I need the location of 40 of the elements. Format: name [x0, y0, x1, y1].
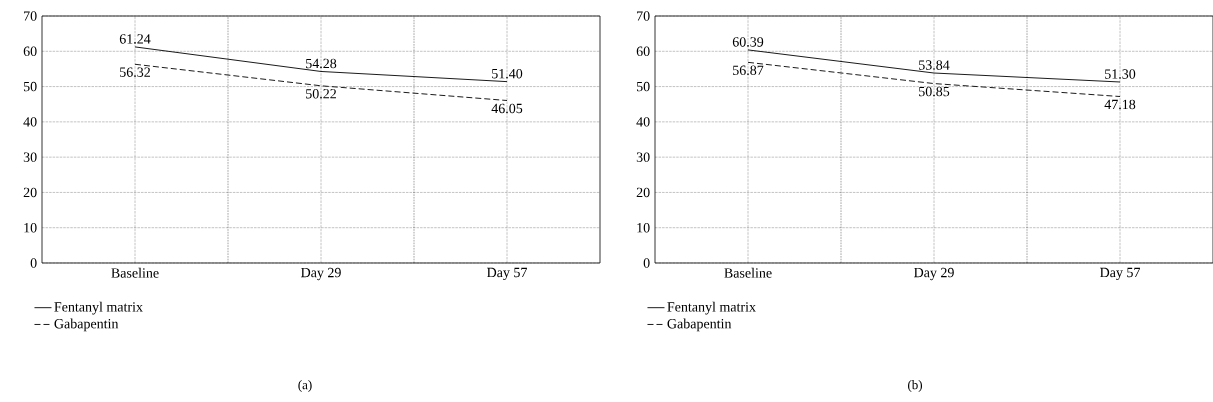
y-tick-label: 70 — [637, 11, 650, 21]
data-label: 53.84 — [919, 60, 950, 70]
x-tick-label: Baseline — [724, 267, 772, 278]
y-tick-label: 50 — [23, 81, 37, 92]
y-tick-label: 30 — [636, 152, 650, 162]
legend-label: Fentanyl matrix — [667, 301, 756, 315]
text: (b) — [908, 380, 923, 392]
y-tick-label: 70 — [24, 11, 37, 21]
data-label: 56.32 — [120, 67, 150, 77]
data-label: 50.85 — [919, 86, 950, 97]
legend-label: Fentanyl matrix — [54, 301, 143, 315]
data-label: 46.05 — [491, 103, 523, 114]
x-tick-label: Day 29 — [301, 267, 341, 281]
legend-label: Gabapentin — [54, 318, 119, 332]
y-tick-label: 20 — [23, 187, 37, 198]
y-tick-label: 50 — [636, 81, 650, 92]
data-label: 54.28 — [306, 58, 337, 69]
y-tick-label: 20 — [636, 187, 650, 198]
legend-label: Gabapentin — [667, 318, 732, 332]
x-tick-label: Day 57 — [1100, 267, 1141, 281]
data-label: 51.40 — [492, 68, 523, 79]
x-tick-label: Day 57 — [487, 267, 527, 281]
data-label: 47.18 — [1104, 99, 1136, 110]
data-label: 50.22 — [306, 88, 336, 99]
y-tick-label: 0 — [30, 258, 37, 268]
y-tick-label: 10 — [637, 222, 650, 233]
data-label: 60.39 — [732, 37, 764, 47]
y-tick-label: 60 — [23, 46, 37, 57]
x-tick-label: Day 29 — [914, 267, 954, 281]
y-tick-label: 60 — [636, 46, 650, 57]
y-tick-label: 10 — [24, 222, 37, 233]
y-tick-label: 40 — [636, 117, 650, 127]
y-tick-label: 30 — [23, 152, 37, 162]
text: (a) — [298, 380, 312, 392]
data-label: 56.87 — [733, 65, 764, 76]
y-tick-label: 0 — [643, 258, 650, 268]
x-tick-label: Baseline — [111, 267, 159, 278]
y-tick-label: 40 — [23, 117, 37, 127]
data-label: 51.30 — [1105, 69, 1136, 79]
data-label: 61.24 — [119, 34, 151, 44]
